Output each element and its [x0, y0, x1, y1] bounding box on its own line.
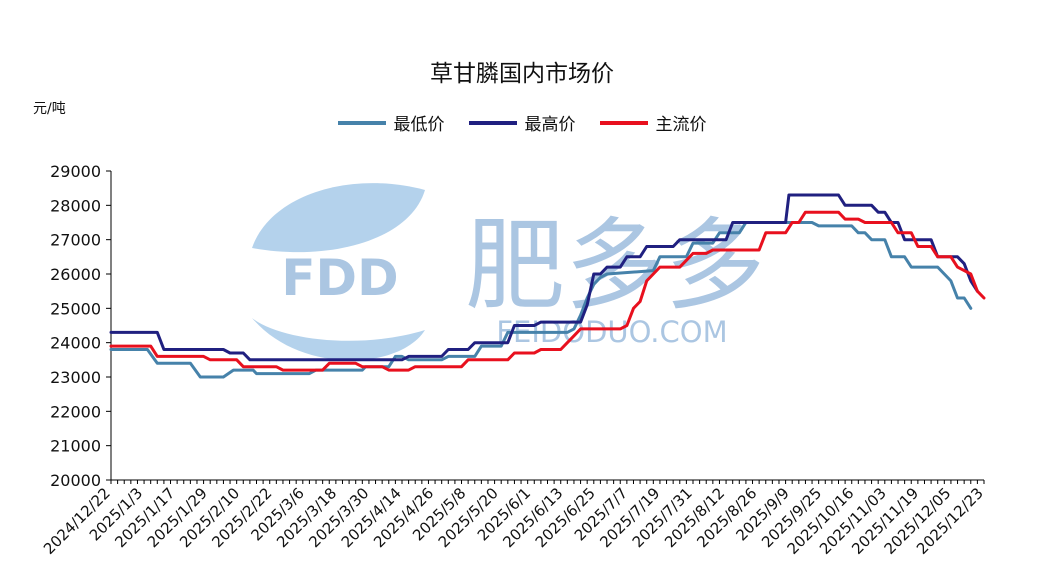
- y-tick-label: 28000: [50, 196, 101, 215]
- y-tick-label: 27000: [50, 231, 101, 250]
- legend-item-main: 主流价: [599, 110, 707, 135]
- legend-label-low: 最低价: [393, 115, 445, 135]
- y-tick-label: 20000: [50, 471, 101, 490]
- y-tick-label: 25000: [50, 299, 101, 318]
- legend-label-main: 主流价: [655, 115, 707, 135]
- y-tick-label: 23000: [50, 368, 101, 387]
- legend-swatch-main: [599, 120, 648, 125]
- legend-label-high: 最高价: [524, 115, 576, 135]
- watermark-brand-cn: 肥多多: [465, 207, 765, 324]
- watermark-leaf-bottom: [252, 318, 425, 361]
- y-tick-label: 26000: [50, 265, 101, 284]
- legend-swatch-high: [468, 120, 517, 125]
- y-tick-label: 21000: [50, 437, 101, 456]
- y-tick-label: 24000: [50, 334, 101, 353]
- watermark-leaf-top: [252, 183, 425, 253]
- legend-swatch-low: [337, 120, 386, 125]
- series-line-main: [109, 210, 986, 372]
- series-line-high: [109, 193, 979, 362]
- y-axis-unit-label: 元/吨: [33, 101, 66, 117]
- series-line-low: [109, 221, 973, 379]
- y-tick-label: 29000: [50, 162, 101, 181]
- legend-item-low: 最低价: [337, 110, 445, 135]
- chart-title: 草甘膦国内市场价: [430, 61, 614, 87]
- legend-item-high: 最高价: [468, 110, 576, 135]
- legend: 最低价 最高价 主流价: [0, 110, 1044, 135]
- y-tick-label: 22000: [50, 402, 101, 421]
- watermark-logo-text: FDD: [281, 249, 398, 307]
